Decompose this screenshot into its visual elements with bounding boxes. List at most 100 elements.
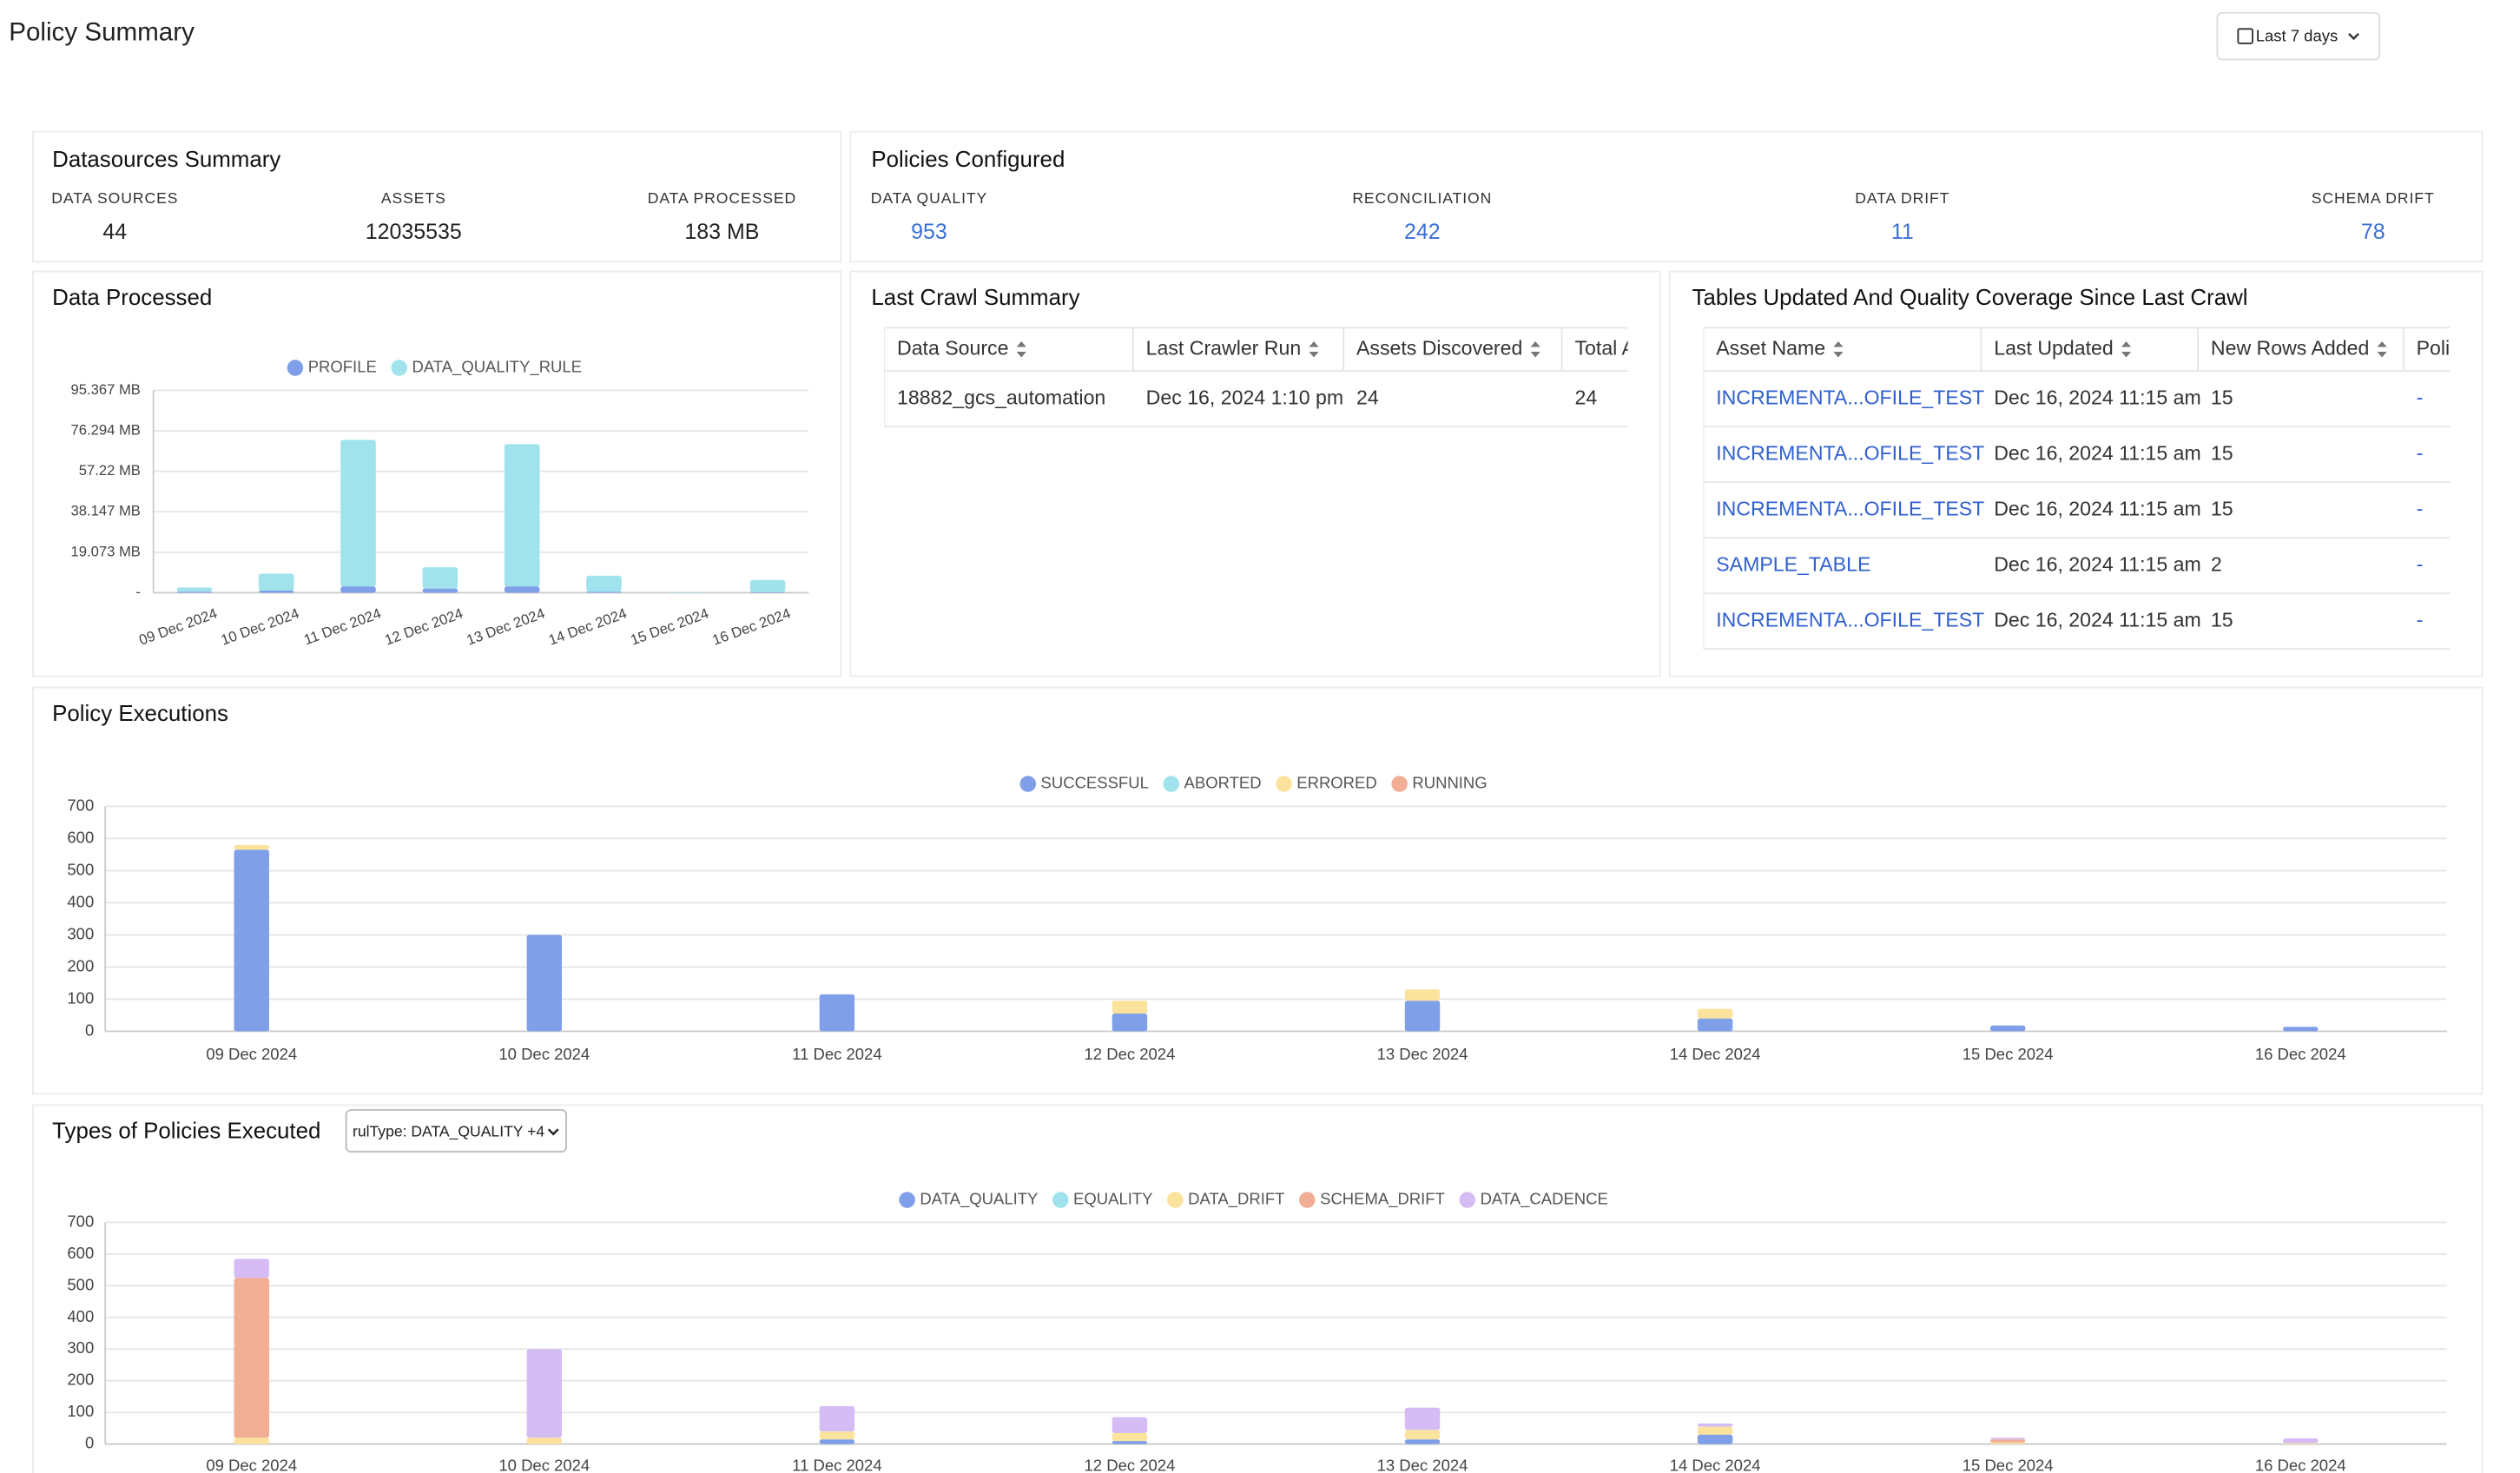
table-cell[interactable]: SAMPLE_TABLE	[1716, 552, 1870, 575]
column-header[interactable]: Total A	[1575, 336, 1636, 359]
legend-swatch[interactable]	[1276, 776, 1292, 792]
stat-label: DATA PROCESSED	[648, 189, 796, 207]
y-tick-label: 300	[67, 1338, 94, 1357]
x-tick-label: 11 Dec 2024	[792, 1456, 881, 1473]
bar-segment	[504, 586, 540, 593]
bar-segment	[1112, 1014, 1148, 1032]
x-tick-label: 13 Dec 2024	[1377, 1456, 1468, 1473]
x-tick-label: 13 Dec 2024	[1377, 1045, 1468, 1063]
y-tick-label: 0	[85, 1021, 94, 1039]
legend-swatch[interactable]	[1163, 776, 1180, 792]
y-tick-label: 500	[67, 860, 94, 878]
table-cell: 15	[2211, 608, 2233, 631]
bar-segment	[234, 1278, 269, 1438]
bar-segment	[176, 591, 213, 593]
bar-segment	[234, 1437, 269, 1444]
table-cell[interactable]: INCREMENTA...OFILE_TEST	[1716, 608, 1984, 631]
legend-swatch[interactable]	[391, 360, 407, 376]
column-header[interactable]: Assets Discovered	[1356, 336, 1522, 359]
select-label: rulType: DATA_QUALITY +4	[353, 1123, 544, 1141]
table-cell[interactable]: INCREMENTA...OFILE_TEST	[1716, 386, 1984, 408]
table-cell: 15	[2211, 386, 2233, 408]
legend-swatch[interactable]	[1167, 1192, 1184, 1208]
table-cell[interactable]: -	[2417, 441, 2424, 464]
column-header[interactable]: Last Crawler Run	[1146, 336, 1302, 359]
rule-type-filter[interactable]: rulType: DATA_QUALITY +4	[345, 1109, 567, 1153]
table-cell[interactable]: INCREMENTA...OFILE_TEST	[1716, 441, 1984, 464]
y-tick-label: 700	[67, 1212, 94, 1230]
bar-segment	[1404, 1407, 1441, 1430]
x-tick-label: 09 Dec 2024	[206, 1456, 297, 1473]
legend-label[interactable]: ERRORED	[1296, 773, 1376, 791]
stat-label: SCHEMA DRIFT	[2312, 189, 2435, 207]
bar-segment	[1112, 1417, 1148, 1433]
sort-icon	[1309, 341, 1319, 358]
bar-segment	[749, 591, 786, 593]
column-header[interactable]: Data Source	[897, 336, 1008, 359]
table-cell[interactable]: -	[2417, 497, 2424, 519]
stat-label: RECONCILIATION	[1352, 189, 1492, 207]
bar-segment	[1404, 1001, 1441, 1032]
legend-label[interactable]: DATA_QUALITY	[920, 1189, 1038, 1208]
legend-swatch[interactable]	[1019, 776, 1037, 792]
legend-label[interactable]: RUNNING	[1412, 773, 1487, 791]
stat-value: 242	[1404, 220, 1441, 244]
legend-swatch[interactable]	[1391, 776, 1408, 792]
table-cell[interactable]: -	[2417, 608, 2424, 631]
bar-segment	[1112, 1441, 1148, 1444]
column-header[interactable]: Asset Name	[1716, 336, 1825, 359]
panel-title: Datasources Summary	[52, 148, 280, 172]
legend-swatch[interactable]	[1052, 1192, 1069, 1208]
legend-label[interactable]: SUCCESSFUL	[1041, 773, 1149, 791]
column-header[interactable]: Last Updated	[1994, 336, 2113, 359]
legend-label[interactable]: ABORTED	[1184, 773, 1262, 791]
y-tick-label: 700	[67, 796, 94, 814]
x-tick-label: 10 Dec 2024	[498, 1456, 590, 1473]
y-tick-label: 38.147 MB	[70, 503, 140, 519]
panel	[849, 130, 2484, 263]
bar-segment	[586, 591, 622, 593]
legend-label[interactable]: DATA_DRIFT	[1188, 1189, 1284, 1208]
y-tick-label: 600	[67, 1244, 94, 1262]
date-filter-button[interactable]: Last 7 days	[2216, 11, 2381, 61]
y-tick-label: 300	[67, 924, 94, 942]
legend-swatch[interactable]	[1459, 1192, 1476, 1208]
legend-label[interactable]: DATA_QUALITY_RULE	[412, 357, 583, 376]
stat-value: 11	[1891, 220, 1914, 244]
column-header[interactable]: New Rows Added	[2211, 336, 2369, 359]
table-cell: Dec 16, 2024 1:10 pm	[1146, 386, 1343, 408]
legend-swatch[interactable]	[1299, 1192, 1316, 1208]
legend-swatch[interactable]	[899, 1192, 915, 1208]
legend-label[interactable]: SCHEMA_DRIFT	[1320, 1189, 1445, 1208]
calendar-icon	[2237, 28, 2253, 44]
sort-icon	[2121, 341, 2132, 358]
panel-title: Policy Executions	[52, 702, 228, 726]
stat-label: DATA QUALITY	[871, 189, 987, 207]
bar-segment	[1112, 1001, 1148, 1014]
chevron	[2348, 32, 2359, 41]
bar-segment	[1697, 1008, 1733, 1019]
legend-swatch[interactable]	[287, 360, 304, 376]
bar-segment	[234, 849, 269, 1032]
chart: 0 100 200 300 400 500 600 700 09 Dec 2024 10 Dec …	[67, 1189, 2447, 1473]
column-header[interactable]: Poli	[2417, 336, 2451, 359]
bar-segment	[526, 935, 563, 1032]
table-cell: 18882_gcs_automation	[897, 386, 1105, 408]
legend-label[interactable]: DATA_CADENCE	[1481, 1189, 1608, 1208]
x-tick-label: 14 Dec 2024	[1670, 1045, 1761, 1063]
table-cell[interactable]: INCREMENTA...OFILE_TEST	[1716, 497, 1984, 519]
legend-label[interactable]: PROFILE	[308, 357, 377, 375]
x-tick-label: 11 Dec 2024	[792, 1045, 881, 1063]
legend-label[interactable]: EQUALITY	[1073, 1189, 1152, 1207]
bar-segment	[1697, 1434, 1733, 1444]
stat-value: 78	[2361, 220, 2385, 244]
x-tick-label: 16 Dec 2024	[2255, 1456, 2346, 1473]
panel-title: Tables Updated And Quality Coverage Sinc…	[1692, 286, 2248, 310]
bar-segment	[1697, 1018, 1733, 1032]
bar-segment	[1989, 1437, 2026, 1440]
table-cell[interactable]: -	[2417, 386, 2424, 408]
bar-segment	[819, 994, 855, 1032]
legend: PROFILE DATA_QUALITY_RULE	[287, 357, 582, 376]
table-cell[interactable]: -	[2417, 552, 2424, 575]
